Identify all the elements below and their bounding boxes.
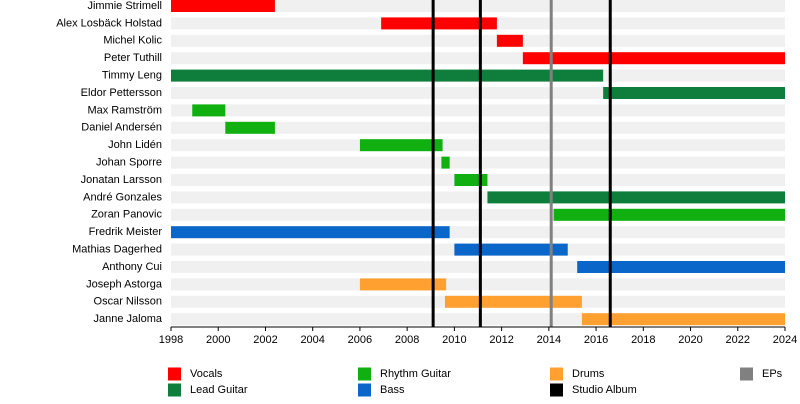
tenure-bar [171,226,450,239]
tenure-bar [553,208,785,221]
tenure-bar [577,261,785,273]
tenure-bar [496,34,523,47]
x-tick-label: 2000 [206,334,230,346]
x-tick-label: 2002 [253,334,277,346]
row-band [171,121,785,134]
legend-label: Lead Guitar [190,384,248,396]
tenure-bar [359,139,443,152]
row-band [171,104,785,117]
tenure-bar [454,243,568,256]
member-name: André Gonzales [83,191,162,203]
x-tick-label: 2024 [773,334,797,346]
tenure-bar [381,17,497,30]
member-name: Johan Sporre [96,157,162,169]
member-name: Jimmie Strimell [87,0,162,12]
tenure-bar [581,313,785,326]
member-name: Fredrik Meister [89,226,163,238]
member-name: Eldor Pettersson [81,87,162,99]
row-band [171,156,785,169]
x-tick-label: 2016 [584,334,608,346]
legend-swatch [550,367,563,381]
member-name: Daniel Andersén [81,122,162,134]
tenure-bar [441,156,450,169]
tenure-bar [359,278,447,291]
legend-swatch [740,367,753,381]
member-name: Peter Tuthill [104,52,162,64]
x-tick-label: 2004 [300,334,324,346]
legend-swatch [168,383,181,397]
legend-label: Drums [572,368,605,380]
x-tick-label: 2008 [395,334,419,346]
legend-label: Bass [380,384,405,396]
tenure-bar [522,52,785,65]
x-tick-label: 2006 [348,334,372,346]
legend-swatch [358,367,371,381]
legend-swatch [550,383,563,397]
member-name: Joseph Astorga [86,278,163,290]
member-name: Alex Losbäck Holstad [56,17,162,29]
tenure-bar [454,174,488,186]
x-tick-label: 2010 [442,334,466,346]
member-name: Janne Jaloma [94,313,163,325]
legend-label: Vocals [190,368,223,380]
member-name: Jonatan Larsson [81,174,162,186]
legend-swatch [358,383,371,397]
member-name: Timmy Leng [102,70,162,82]
tenure-bar [225,121,275,134]
tenure-bar [487,191,785,204]
member-name: Zoran Panovic [91,209,162,221]
x-tick-label: 2018 [631,334,655,346]
row-band [171,0,785,12]
tenure-bar [192,104,226,117]
row-band [171,34,785,47]
legend-swatch [168,367,181,381]
tenure-bar [444,295,582,308]
x-tick-label: 2020 [678,334,702,346]
x-tick-label: 2014 [537,334,561,346]
member-name: Max Ramström [87,104,162,116]
tenure-bar [171,69,604,82]
member-name: Oscar Nilsson [94,296,162,308]
member-name: Anthony Cui [102,261,162,273]
row-band [171,52,785,65]
member-name: Michel Kolic [103,35,162,47]
legend-label: EPs [762,368,783,380]
row-band [171,139,785,152]
tenure-bar [603,87,785,99]
legend-label: Rhythm Guitar [380,368,451,380]
row-band [171,278,785,291]
member-name: John Lidén [108,139,162,151]
x-tick-label: 2022 [726,334,750,346]
tenure-bar [171,0,275,12]
x-tick-label: 2012 [489,334,513,346]
x-tick-label: 1998 [159,334,183,346]
legend-label: Studio Album [572,384,637,396]
member-name: Mathias Dagerhed [72,244,162,256]
